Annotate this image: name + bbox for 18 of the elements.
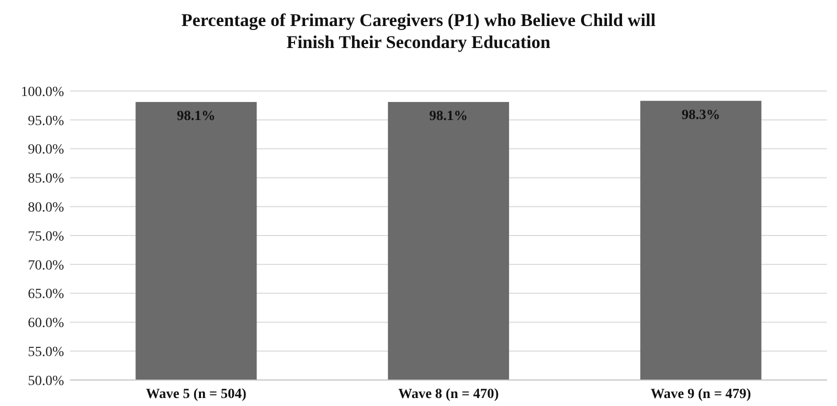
y-tick-label: 70.0%: [28, 258, 64, 274]
y-tick-label: 90.0%: [28, 142, 64, 158]
data-label: 98.3%: [682, 108, 720, 123]
x-tick-label: Wave 5 (n = 504): [146, 387, 247, 402]
data-label: 98.1%: [429, 108, 468, 124]
x-tick-label: Wave 8 (n = 470): [398, 387, 500, 402]
y-tick-label: 50.0%: [28, 374, 64, 389]
data-label: 98.1%: [176, 108, 216, 124]
y-tick-label: 65.0%: [28, 287, 64, 302]
y-tick-label: 60.0%: [28, 316, 64, 332]
y-tick-label: 85.0%: [28, 172, 64, 187]
x-tick-label: Wave 9 (n = 479): [650, 387, 752, 402]
y-tick-label: 55.0%: [28, 345, 64, 360]
y-tick-label: 100.0%: [20, 84, 64, 100]
y-tick-label: 80.0%: [28, 200, 64, 216]
y-tick-label: 75.0%: [28, 229, 64, 244]
y-tick-label: 95.0%: [28, 114, 64, 129]
chart-title: Percentage of Primary Caregivers (P1) who Believe Child will Finish Their Secondary Education: [181, 10, 656, 52]
